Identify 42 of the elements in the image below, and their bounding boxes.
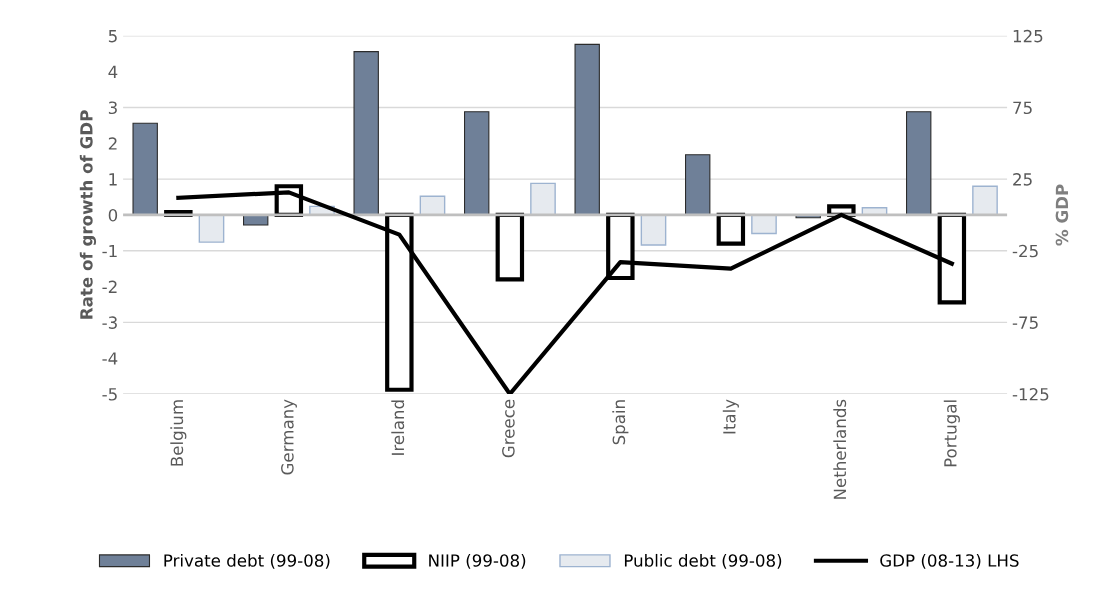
y-tick-label: 3 [108,101,117,115]
y-tick-label: 5 [108,30,117,43]
x-tick-label: Greece [502,399,515,458]
bar [530,182,556,216]
bar [640,214,667,246]
bar [463,111,490,216]
x-tick-label: Germany [281,399,297,475]
bar [751,214,777,235]
x-tick-label: Italy [722,399,739,434]
y2-tick-label: -75 [1012,316,1038,329]
x-tick-label: Belgium [170,400,187,466]
legend-label: Public debt (99-08) [624,553,782,569]
y-tick-label: -1 [102,244,117,258]
bar [972,185,998,216]
y-tick-label: 1 [109,173,117,186]
bar [132,122,158,216]
y2-axis-title: % GDP [1055,184,1069,246]
y2-tick-label: -125 [1012,387,1049,401]
bar [684,154,711,216]
y2-tick-label: 125 [1013,29,1043,43]
y-tick-label: -3 [102,316,117,329]
legend-label: Private debt (99-08) [164,553,330,569]
x-tick-label: Netherlands [833,399,847,499]
y-tick-label: 4 [108,65,118,78]
legend-label: GDP (08-13) LHS [880,553,1019,569]
bar [905,111,932,216]
bar [198,214,225,243]
y2-tick-label: 75 [1013,101,1032,115]
y2-tick-label: -25 [1012,244,1038,258]
x-tick-label: Spain [612,400,629,445]
y-tick-label: 2 [108,137,117,150]
y-tick-label: 0 [108,208,118,222]
y-tick-label: -4 [102,352,118,365]
y-tick-label: -2 [102,280,117,293]
x-tick-label: Ireland [391,400,405,455]
y-axis-title: Rate of growth of GDP [79,110,97,319]
y-tick-label: -5 [102,388,117,401]
bar [353,51,379,216]
bar [574,43,600,216]
x-tick-label: Portugal [943,400,960,467]
legend-label: NIIP (99-08) [429,553,526,569]
y2-tick-label: 25 [1013,173,1032,186]
